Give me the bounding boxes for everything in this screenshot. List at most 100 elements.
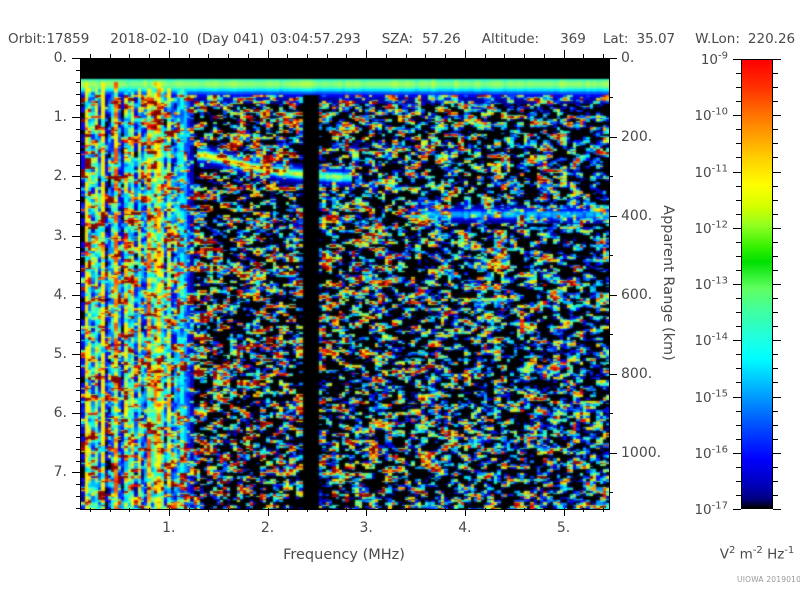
colorbar-tick-minor (736, 213, 741, 215)
x-tick-minor-top (484, 54, 486, 58)
colorbar-tick-major-right (773, 340, 781, 342)
x-tick-minor (543, 508, 545, 512)
y-tick-minor-left (76, 129, 80, 131)
colorbar-tick-minor (773, 354, 778, 356)
x-tick-minor (603, 508, 605, 512)
x-tick-minor-top (524, 54, 526, 58)
x-tick-label: 4. (458, 520, 472, 536)
y-tick-major-left (72, 354, 80, 356)
y-tick-minor-left (76, 200, 80, 202)
x-tick-major (366, 508, 368, 516)
colorbar-tick-minor (736, 298, 741, 300)
y-tick-minor-left (76, 164, 80, 166)
colorbar-tick-minor (773, 326, 778, 328)
colorbar-tick-minor (736, 101, 741, 103)
colorbar-tick-minor (773, 438, 778, 440)
y-tick-minor-left (76, 223, 80, 225)
y-tick-minor-left (76, 81, 80, 83)
y-tick-label-left: 6. (53, 405, 67, 422)
y-tick-major-left (72, 235, 80, 237)
x-tick-minor (247, 508, 249, 512)
x-tick-label: 2. (260, 520, 275, 536)
x-tick-minor (385, 508, 387, 512)
x-tick-minor (149, 508, 151, 512)
x-tick-minor-top (287, 54, 289, 58)
x-tick-minor (484, 508, 486, 512)
orbit-field: Orbit:17859 (8, 31, 89, 47)
y-tick-label-left: 3. (53, 227, 67, 244)
x-tick-minor-top (89, 54, 91, 58)
colorbar-tick-minor (736, 312, 741, 314)
y-tick-major-right (609, 294, 617, 296)
colorbar-tick-major-right (773, 452, 781, 454)
colorbar-tick-minor (773, 73, 778, 75)
x-tick-minor-top (208, 54, 210, 58)
colorbar-tick-major (733, 452, 741, 454)
y-axis-title-right: Apparent Range (km) (660, 205, 676, 361)
colorbar-unit-label: V2 m-2 Hz-1 (719, 545, 795, 563)
y-tick-minor-left (76, 188, 80, 190)
y-tick-label-right: 600. (621, 286, 653, 303)
y-tick-major-right (609, 58, 617, 59)
colorbar-tick-label: 10-13 (694, 275, 728, 293)
y-tick-major-right (609, 136, 617, 138)
x-tick-minor-top (306, 54, 308, 58)
y-tick-minor-left (76, 247, 80, 249)
y-tick-minor-left (76, 401, 80, 403)
colorbar-tick-minor (736, 438, 741, 440)
y-tick-minor-left (76, 342, 80, 344)
x-tick-minor-top (445, 54, 447, 58)
colorbar-tick-minor (773, 382, 778, 384)
colorbar-tick-minor (773, 213, 778, 215)
x-tick-major (464, 508, 466, 516)
x-tick-minor (129, 508, 131, 512)
colorbar-tick-minor (736, 87, 741, 89)
colorbar-tick-minor (773, 298, 778, 300)
colorbar-tick-minor (773, 466, 778, 468)
wlon-value: 220.26 (747, 31, 796, 47)
colorbar-tick-major-right (773, 227, 781, 229)
colorbar-tick-minor (736, 466, 741, 468)
date-value: 2018-02-10 (110, 31, 189, 47)
x-tick-minor (89, 508, 91, 512)
y-tick-major-right (609, 373, 617, 375)
x-tick-minor-top (109, 54, 111, 58)
y-tick-label-right: 200. (621, 128, 653, 145)
colorbar-gradient (741, 59, 773, 509)
y-tick-minor-left (76, 330, 80, 332)
colorbar (741, 59, 773, 509)
colorbar-tick-minor (773, 87, 778, 89)
x-tick-minor-top (346, 54, 348, 58)
orbit-value: 17859 (46, 31, 90, 47)
x-tick-minor (583, 508, 585, 512)
y-tick-major-left (72, 117, 80, 119)
colorbar-tick-minor (736, 382, 741, 384)
y-tick-minor-left (76, 306, 80, 308)
colorbar-tick-minor (773, 241, 778, 243)
y-tick-label-right: 400. (621, 207, 653, 224)
colorbar-tick-minor (736, 157, 741, 159)
colorbar-tick-minor (736, 480, 741, 482)
colorbar-tick-minor (736, 410, 741, 412)
colorbar-tick-major (733, 284, 741, 285)
y-tick-minor-left (76, 448, 80, 450)
x-tick-major-top (464, 50, 466, 58)
x-tick-minor (208, 508, 210, 512)
y-tick-label-left: 7. (53, 464, 67, 481)
y-tick-minor-left (76, 508, 80, 509)
colorbar-tick-major-right (773, 284, 781, 285)
colorbar-tick-major (733, 396, 741, 398)
colorbar-tick-minor (773, 199, 778, 201)
x-tick-minor-top (543, 54, 545, 58)
y-tick-label-left: 0. (53, 50, 67, 66)
sza-label: SZA: (381, 31, 414, 47)
colorbar-tick-minor (736, 143, 741, 145)
colorbar-tick-major-right (773, 171, 781, 173)
colorbar-tick-label: 10-17 (694, 500, 728, 518)
x-tick-minor-top (425, 54, 427, 58)
x-tick-label: 1. (162, 520, 176, 536)
metadata-header: Orbit:17859 2018-02-10 (Day 041) 03:04:5… (0, 30, 800, 48)
orbit-label: Orbit: (8, 31, 47, 47)
colorbar-tick-minor (773, 312, 778, 314)
colorbar-tick-minor (736, 185, 741, 187)
